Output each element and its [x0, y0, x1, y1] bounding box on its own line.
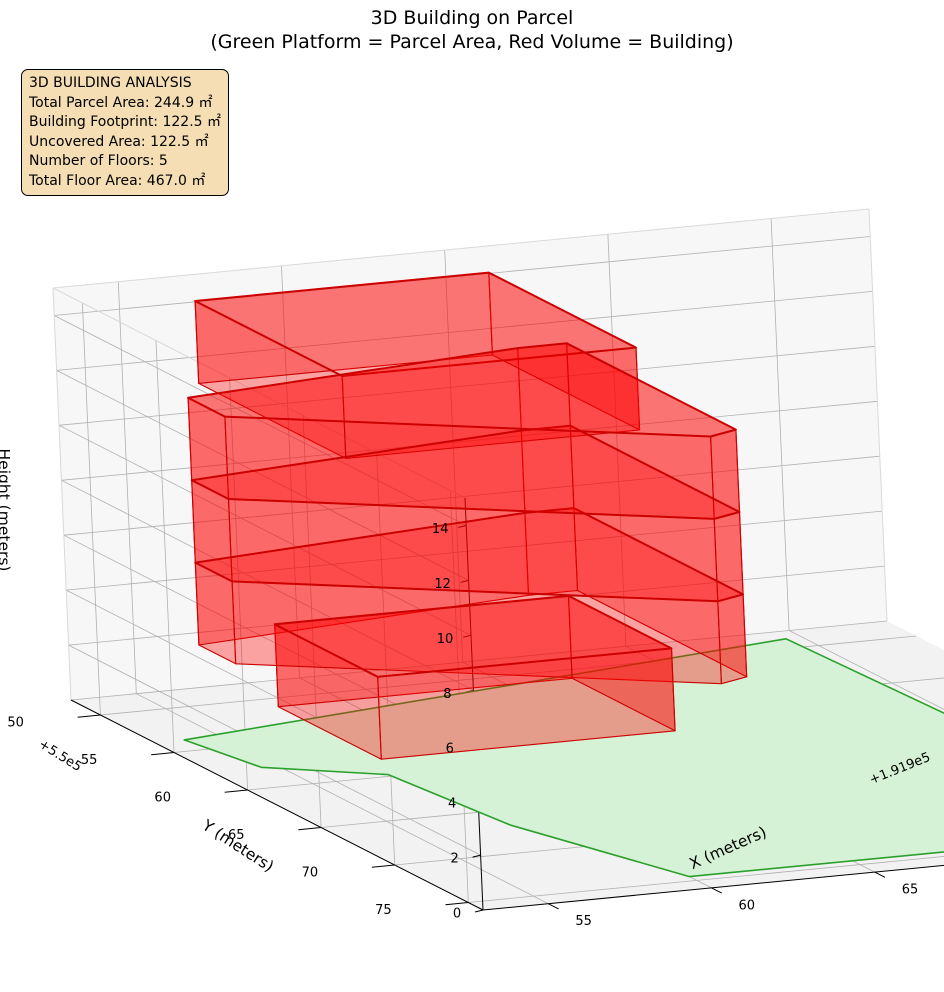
pane-side-edge — [868, 208, 888, 622]
grid-line-y-wall — [229, 377, 248, 791]
grid-line-z-left — [54, 315, 467, 526]
grid-line-x-floor — [136, 693, 549, 905]
info-total-parcel-area: Total Parcel Area: 244.9 ㎡ — [29, 94, 213, 111]
y-tick-label: 50 — [7, 716, 24, 731]
chart-title-line-1: 3D Building on Parcel — [370, 7, 574, 29]
y-tick-mark — [151, 752, 175, 756]
grid-line-x-wall — [770, 218, 790, 631]
x-tick-mark — [711, 887, 723, 894]
y-tick-mark — [371, 864, 395, 868]
z-tick-label: 10 — [437, 632, 454, 647]
right-wall-pane — [53, 209, 887, 700]
z-tick-mark — [472, 854, 481, 858]
x-tick-label: 65 — [902, 883, 919, 898]
floor-5-roof — [194, 271, 637, 377]
x-tick-label: 60 — [739, 898, 756, 913]
z-tick-label: 14 — [432, 522, 449, 537]
x-tick-label: 55 — [575, 914, 592, 929]
grid-line-z-left — [61, 479, 474, 691]
info-building-footprint: Building Footprint: 122.5 ㎡ — [29, 114, 222, 130]
pane-top-edge — [52, 287, 466, 499]
z-tick-label: 0 — [453, 907, 461, 922]
y-tick-mark — [445, 902, 469, 906]
floor-2-roof — [194, 507, 745, 603]
info-uncovered-area: Uncovered Area: 122.5 ㎡ — [29, 133, 209, 150]
chart-title-line-2: (Green Platform = Parcel Area, Red Volum… — [210, 31, 734, 53]
grid-line-y-wall — [82, 302, 101, 716]
y-tick-label: 65 — [228, 828, 245, 843]
grid-line-y-floor — [468, 856, 944, 903]
x-tick-mark — [548, 903, 559, 910]
z-tick-mark — [462, 634, 472, 638]
pane-top-edge — [52, 208, 870, 289]
y-tick-mark — [224, 789, 248, 793]
floor-1-roof — [273, 594, 673, 678]
z-tick-mark — [458, 525, 467, 528]
y-axis-line — [70, 699, 484, 911]
y-tick-label: 70 — [302, 866, 319, 881]
grid-line-x-wall — [444, 250, 464, 663]
grid-line-x-wall — [607, 234, 627, 647]
floor-3-roof — [190, 424, 741, 520]
grid-line-z-right — [63, 455, 880, 536]
floor-2-wall — [717, 593, 748, 685]
info-number-of-floors: Number of Floors: 5 — [29, 153, 168, 169]
grid-line-x-wall — [281, 265, 300, 678]
analysis-info-box: 3D BUILDING ANALYSIS Total Parcel Area: … — [21, 69, 229, 196]
y-tick-label: 55 — [81, 753, 98, 768]
grid-line-z-left — [56, 370, 469, 581]
chart-title: 3D Building on Parcel (Green Platform = … — [0, 6, 944, 54]
grid-line-x-wall — [117, 281, 137, 694]
z-tick-label: 2 — [450, 852, 458, 867]
grid-line-x-floor — [788, 630, 944, 710]
grid-line-z-right — [56, 291, 873, 371]
grid-line-z-right — [58, 345, 876, 426]
z-tick-label: 12 — [434, 577, 451, 592]
y-tick-label: 60 — [154, 791, 171, 806]
y-axis-title: Y (meters) — [198, 816, 277, 876]
z-tick-mark — [460, 579, 469, 583]
info-box-heading: 3D BUILDING ANALYSIS — [29, 75, 192, 91]
z-tick-label: 6 — [446, 742, 454, 757]
y-tick-mark — [77, 714, 101, 718]
grid-line-z-left — [58, 424, 472, 636]
grid-line-y-wall — [376, 452, 396, 866]
info-total-floor-area: Total Floor Area: 467.0 ㎡ — [29, 172, 206, 189]
grid-line-y-wall — [155, 340, 175, 753]
z-axis-title: Height (meters) — [0, 449, 13, 572]
y-tick-label: 75 — [375, 903, 392, 918]
x-axis-line — [482, 864, 944, 911]
plot-geometry — [183, 271, 944, 878]
y-tick-mark — [298, 827, 322, 831]
z-tick-mark — [474, 909, 484, 913]
parcel-platform — [183, 637, 944, 878]
grid-line-z-right — [66, 510, 883, 591]
x-tick-mark — [874, 871, 886, 878]
floor-4-roof — [187, 342, 737, 438]
z-tick-label: 8 — [443, 687, 451, 702]
z-tick-label: 4 — [448, 797, 456, 812]
pane-corner-edge — [52, 287, 72, 701]
grid-line-z-right — [61, 400, 878, 481]
grid-line-z-right — [70, 620, 888, 701]
y-axis-offset: +5.5e5 — [36, 737, 85, 775]
